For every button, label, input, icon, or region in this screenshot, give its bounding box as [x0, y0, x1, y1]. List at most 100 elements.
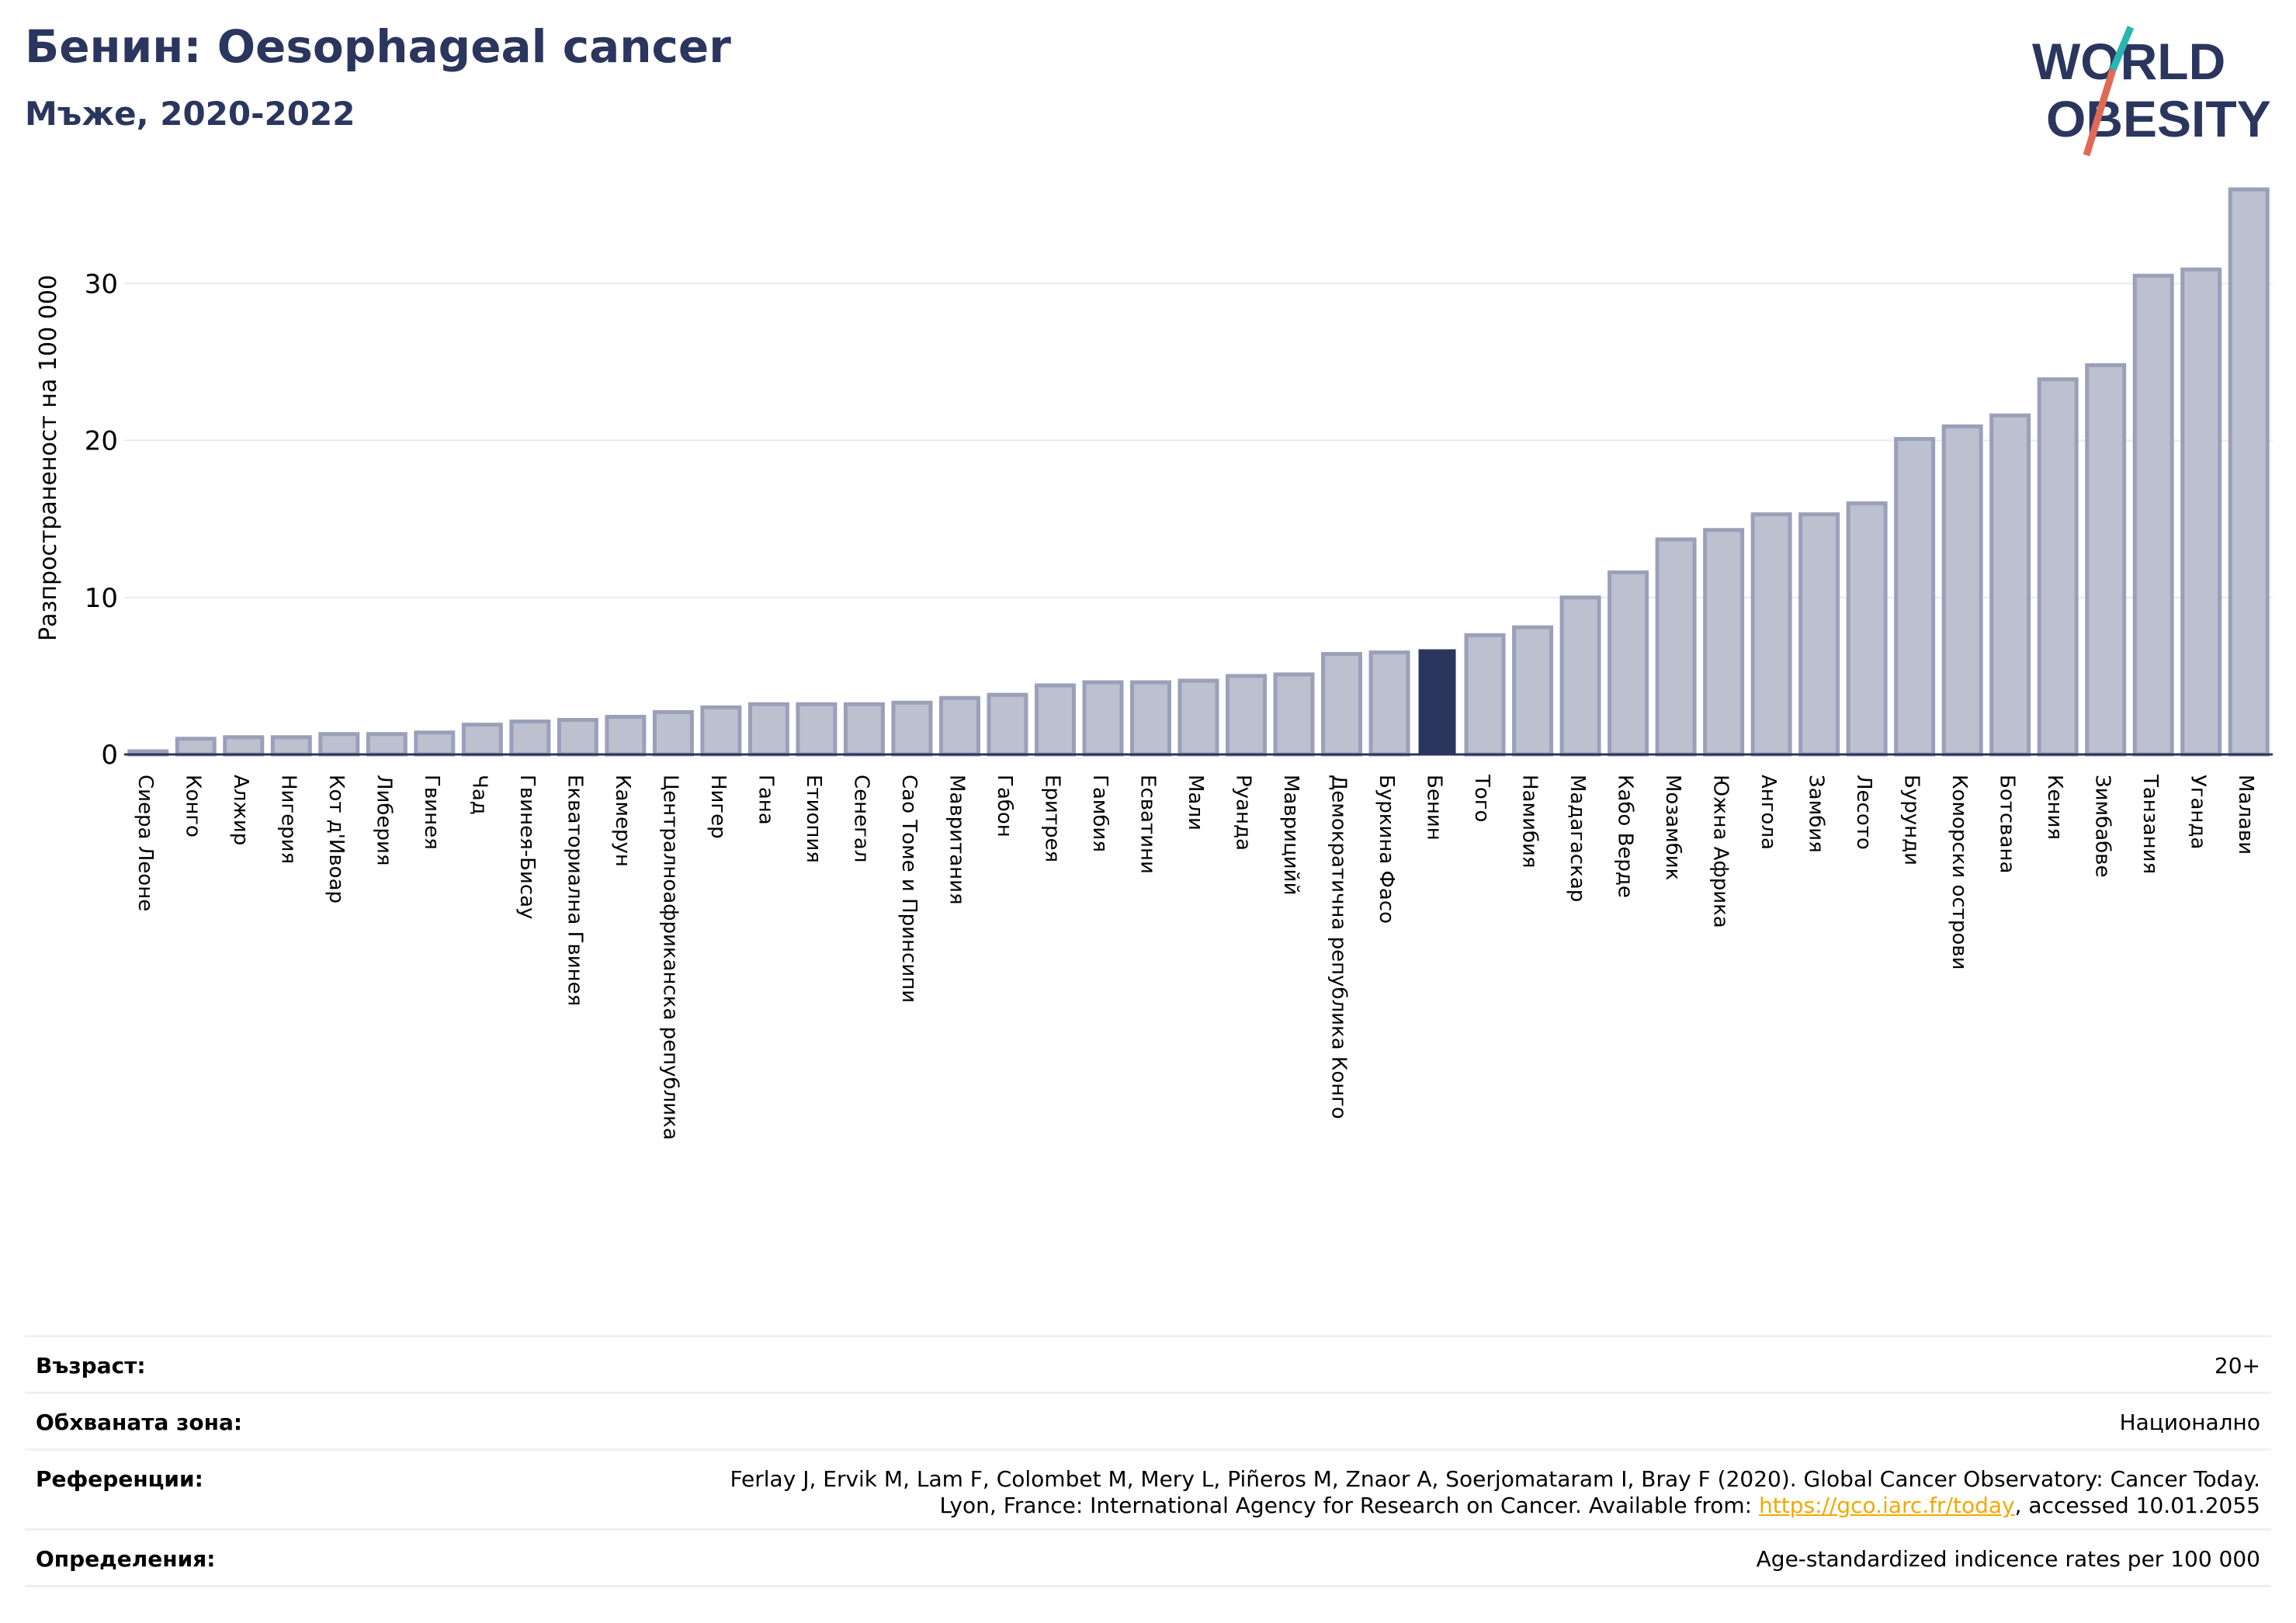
bar [1559, 595, 1601, 757]
x-tick-label: Ботсвана [1996, 775, 2019, 873]
age-label: Възраст: [36, 1353, 146, 1379]
bar [1273, 672, 1315, 757]
x-tick-label: Коморски острови [1947, 775, 1971, 970]
bar [1512, 625, 1554, 757]
chart-subtitle: Мъже, 2020-2022 [25, 95, 355, 133]
bar [2228, 187, 2270, 757]
x-tick-label: Камерун [611, 775, 634, 867]
bar [2180, 267, 2222, 757]
x-tick-label: Мавритания [945, 775, 968, 905]
bar [605, 714, 647, 757]
x-tick-label: Намибия [1518, 775, 1542, 869]
bar [1655, 537, 1697, 757]
logo-slash-coral [2083, 68, 2117, 157]
x-tick-label: Демократична република Конго [1327, 775, 1351, 1119]
x-tick-label: Нигерия [276, 775, 300, 864]
bar [461, 723, 503, 757]
bar [2037, 377, 2079, 757]
bar [1177, 678, 1219, 757]
x-tick-label: Нигер [706, 775, 730, 839]
definitions-label: Определения: [36, 1546, 216, 1572]
x-tick-label: Уганда [2187, 775, 2210, 849]
bar-highlighted [1418, 649, 1456, 754]
area-label: Обхваната зона: [36, 1410, 243, 1435]
bar [747, 702, 789, 757]
x-tick-label: Гана [754, 775, 777, 825]
bar-chart: 0 10 20 30 Сиера Леоне Конго Алжир Нигерия Кот … [35, 187, 2273, 1140]
x-axis-labels: Сиера Леоне Конго Алжир Нигерия Кот д'Ивоар Л… [134, 774, 2257, 1140]
x-tick-label: Замбия [1805, 775, 1828, 853]
y-tick-label: 20 [85, 426, 118, 457]
x-tick-label: Мали [1184, 775, 1207, 831]
x-tick-label: Руанда [1232, 775, 1255, 851]
bar [509, 720, 551, 757]
references-line2-pre: Lyon, France: International Agency for R… [939, 1493, 1759, 1518]
y-tick-label: 0 [101, 740, 118, 771]
area-value: Национално [2119, 1410, 2260, 1435]
x-tick-label: Того [1470, 774, 1493, 822]
x-tick-label: Гвинея [420, 775, 443, 850]
meta-row-age: Възраст: 20+ [25, 1335, 2271, 1392]
y-axis-label: Разпространеност на 100 000 [35, 275, 62, 641]
x-tick-label: Етиопия [802, 775, 825, 863]
references-label: Референции: [36, 1466, 203, 1492]
bar [1368, 650, 1410, 757]
bar [557, 718, 598, 757]
metadata-table: Възраст: 20+ Обхваната зона: Национално … [25, 1335, 2271, 1587]
meta-row-definitions: Определения: Age-standardized indicence … [25, 1528, 2271, 1587]
bar [1321, 652, 1363, 757]
bar [1798, 512, 1840, 757]
y-axis-ticks: 0 10 20 30 [85, 269, 118, 771]
bar [270, 735, 312, 757]
logo-line1: WORLD [2032, 33, 2225, 90]
x-tick-label: Бенин [1423, 775, 1446, 841]
bar [2132, 273, 2174, 757]
meta-row-area: Обхваната зона: Национално [25, 1392, 2271, 1448]
x-tick-label: Южна Африка [1709, 775, 1732, 928]
x-tick-label: Сиера Леоне [134, 775, 157, 911]
bar [366, 732, 408, 757]
x-tick-label: Сенегал [849, 775, 872, 862]
definitions-value: Age-standardized indicence rates per 100… [1756, 1546, 2260, 1572]
x-tick-label: Буркина Фасо [1375, 775, 1398, 924]
x-tick-label: Сао Томе и Принсипи [897, 775, 921, 1003]
age-value: 20+ [2214, 1353, 2260, 1379]
x-tick-label: Либерия [372, 775, 395, 866]
x-tick-label: Малави [2234, 775, 2257, 855]
y-tick-label: 10 [85, 583, 118, 614]
x-tick-label: Чад [467, 775, 491, 815]
x-tick-label: Ангола [1757, 775, 1780, 850]
bar [223, 735, 265, 757]
bar [414, 730, 456, 757]
bar [1608, 570, 1649, 757]
x-tick-label: Кабо Верде [1614, 775, 1637, 898]
bars [127, 187, 2270, 757]
references-line1: Ferlay J, Ervik M, Lam F, Colombet M, Me… [730, 1466, 2260, 1492]
bar [987, 692, 1028, 757]
bar [843, 702, 885, 757]
x-tick-label: Кения [2043, 775, 2066, 840]
bar [1226, 674, 1268, 757]
bar [891, 700, 933, 757]
x-tick-label: Еритрея [1040, 775, 1063, 862]
y-tick-label: 30 [85, 269, 118, 300]
bar [1703, 528, 1745, 757]
x-tick-label: Мозамбик [1661, 775, 1684, 880]
bar [1129, 680, 1171, 757]
bar [1034, 683, 1076, 757]
x-tick-label: Зимбабве [2091, 775, 2114, 878]
bar [1082, 680, 1124, 757]
bar [1941, 424, 1983, 757]
x-tick-label: Централноафриканска република [658, 775, 682, 1140]
bar [938, 695, 980, 757]
x-tick-label: Мадагаскар [1566, 775, 1589, 902]
bar [796, 702, 838, 757]
bar [175, 737, 217, 757]
bar [1464, 633, 1506, 757]
gco-link[interactable]: https://gco.iarc.fr/today [1759, 1493, 2015, 1518]
x-tick-label: Есватини [1136, 775, 1159, 874]
references-line2-post: , accessed 10.01.2055 [2014, 1493, 2260, 1518]
bar [1750, 512, 1792, 757]
x-tick-label: Алжир [229, 775, 252, 845]
x-tick-label: Конго [181, 775, 204, 838]
